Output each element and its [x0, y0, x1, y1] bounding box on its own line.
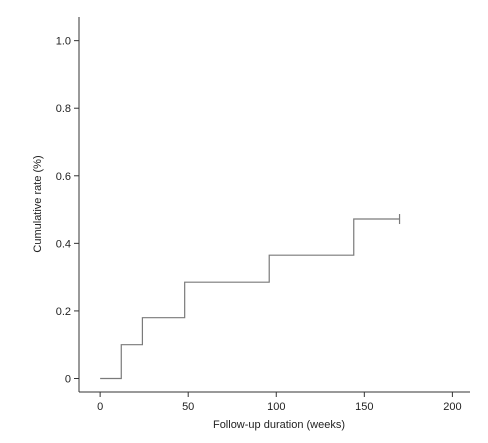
x-tick-label: 150	[355, 401, 373, 413]
y-tick-label: 0.4	[56, 238, 71, 250]
y-tick-label: 0.8	[56, 103, 71, 115]
x-axis-label: Follow-up duration (weeks)	[213, 419, 345, 431]
y-tick-label: 0.2	[56, 306, 71, 318]
axes	[78, 17, 470, 393]
y-tick-label: 0.6	[56, 171, 71, 183]
y-axis-label: Cumulative rate (%)	[32, 155, 44, 252]
x-tick-label: 50	[182, 401, 194, 413]
ticks: 0 0.2 0.4 0.6 0.8 1.0 0 50 100 150 200	[56, 36, 462, 413]
x-tick-label: 100	[267, 401, 285, 413]
y-tick-label: 1.0	[56, 36, 71, 48]
y-tick-label: 0	[65, 373, 71, 385]
step-line	[100, 218, 400, 380]
x-tick-label: 0	[97, 401, 103, 413]
x-tick-label: 200	[443, 401, 461, 413]
series-group	[100, 214, 401, 380]
